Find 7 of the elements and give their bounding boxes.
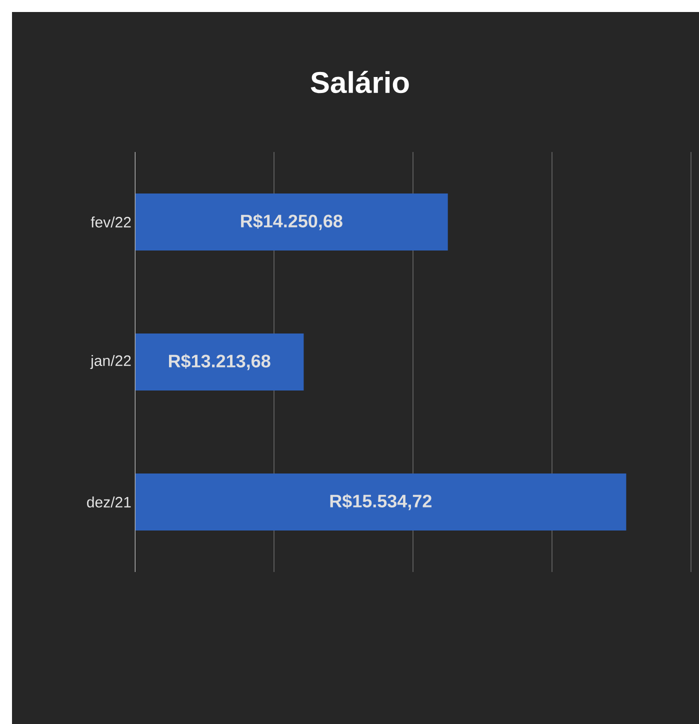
y-tick-label: jan/22 [90,355,131,369]
chart-title: Salário [310,70,409,94]
data-label: R$14.250,68 [241,214,342,230]
y-tick-label: fev/22 [90,216,131,228]
y-tick-label: dez/21 [87,496,131,508]
data-label: R$15.534,72 [330,494,432,510]
data-label: R$13.213,68 [169,354,270,370]
